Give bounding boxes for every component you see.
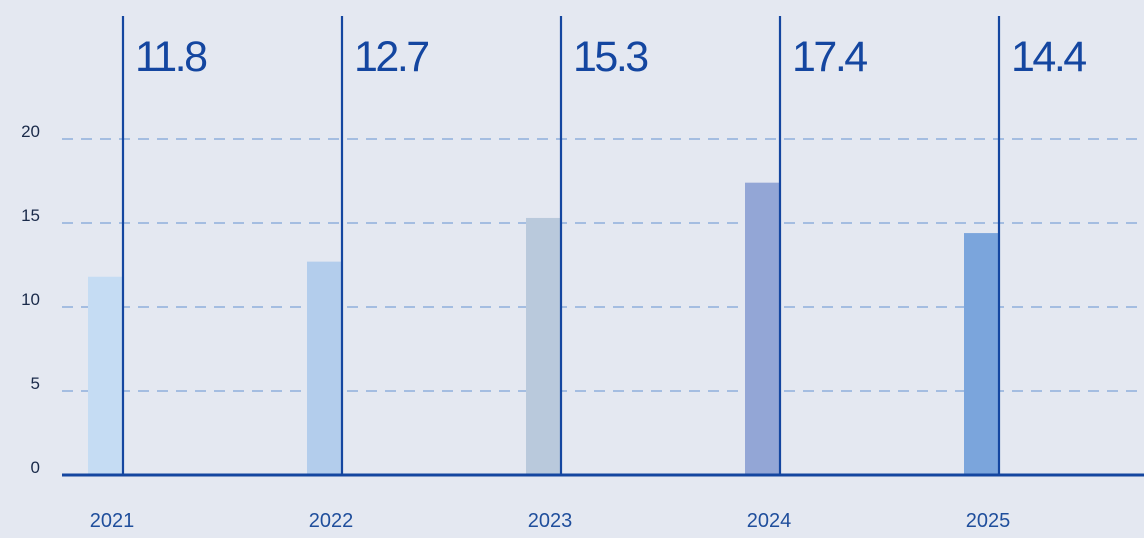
x-tick-label: 2025	[966, 510, 1011, 532]
y-tick-label: 5	[31, 374, 40, 393]
data-label: 15.3	[573, 33, 648, 81]
bar-2025	[964, 233, 999, 475]
data-label: 11.8	[135, 33, 207, 81]
x-tick-label: 2022	[309, 510, 354, 532]
y-tick-label: 0	[31, 458, 40, 477]
gridlines	[62, 138, 1144, 392]
bar-2021	[88, 276, 123, 475]
x-tick-label: 2023	[528, 510, 573, 532]
data-label: 12.7	[354, 33, 428, 81]
y-tick-label: 10	[21, 290, 40, 309]
data-label: 17.4	[792, 33, 867, 81]
value-markers	[121, 16, 1001, 475]
bars	[88, 182, 999, 475]
y-tick-label: 15	[21, 206, 40, 225]
x-tick-label: 2024	[747, 510, 792, 532]
bar-2022	[307, 261, 342, 475]
y-tick-label: 20	[21, 122, 40, 141]
data-labels: 11.8 12.7 15.3 17.4 14.4	[135, 33, 1089, 81]
x-axis-ticks: 2021 2022 2023 2024 2025	[90, 510, 1011, 532]
bar-2024	[745, 182, 780, 475]
y-axis-ticks: 0 5 10 15 20	[21, 122, 40, 477]
bar-2023	[526, 217, 561, 475]
x-tick-label: 2021	[90, 510, 135, 532]
data-label: 14.4	[1011, 33, 1086, 81]
